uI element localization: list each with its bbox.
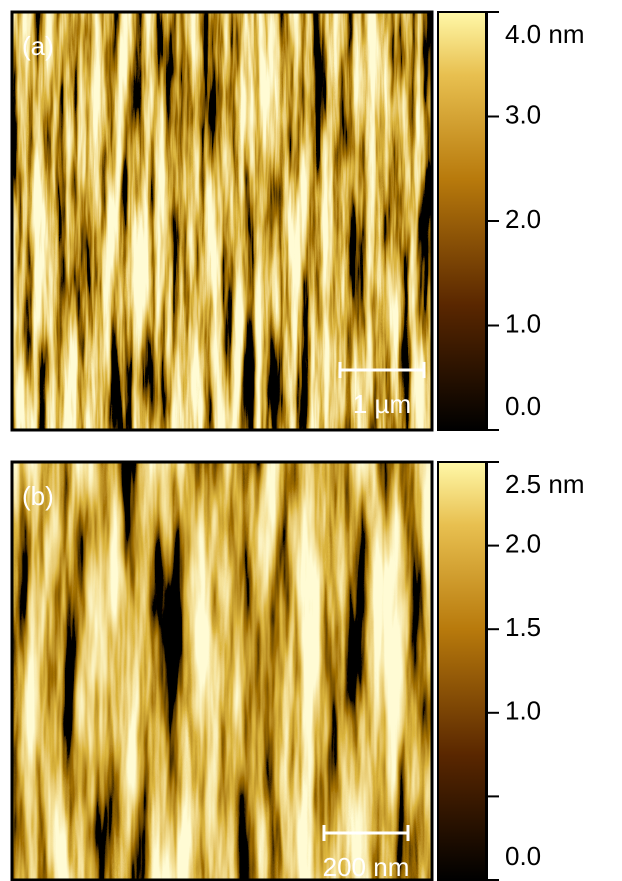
afm-image [12,12,432,430]
image-frame [10,460,434,881]
scale-bar-label: 200 nm [323,852,410,881]
colorbar-tick-label: 4.0 nm [505,19,585,49]
colorbar-tick-label: 0.0 [505,391,541,421]
colorbar-tick-label: 1.0 [505,308,541,338]
colorbar-tick-label: 3.0 [505,99,541,129]
colorbar-tick-label: 1.5 [505,612,541,642]
panel-label: (a) [22,31,54,61]
colorbar [437,461,487,881]
colorbar-tick-label: 2.0 [505,204,541,234]
colorbar-tick-label: 1.0 [505,696,541,726]
afm-image [12,462,432,880]
image-frame [10,10,434,432]
colorbar-tick-label: 0.0 [505,841,541,871]
colorbar [437,11,487,431]
scale-bar-label: 1 µm [353,389,411,419]
colorbar-tick-label: 2.5 nm [505,469,585,499]
colorbar-tick-label: 2.0 [505,528,541,558]
panel-label: (b) [22,481,54,511]
